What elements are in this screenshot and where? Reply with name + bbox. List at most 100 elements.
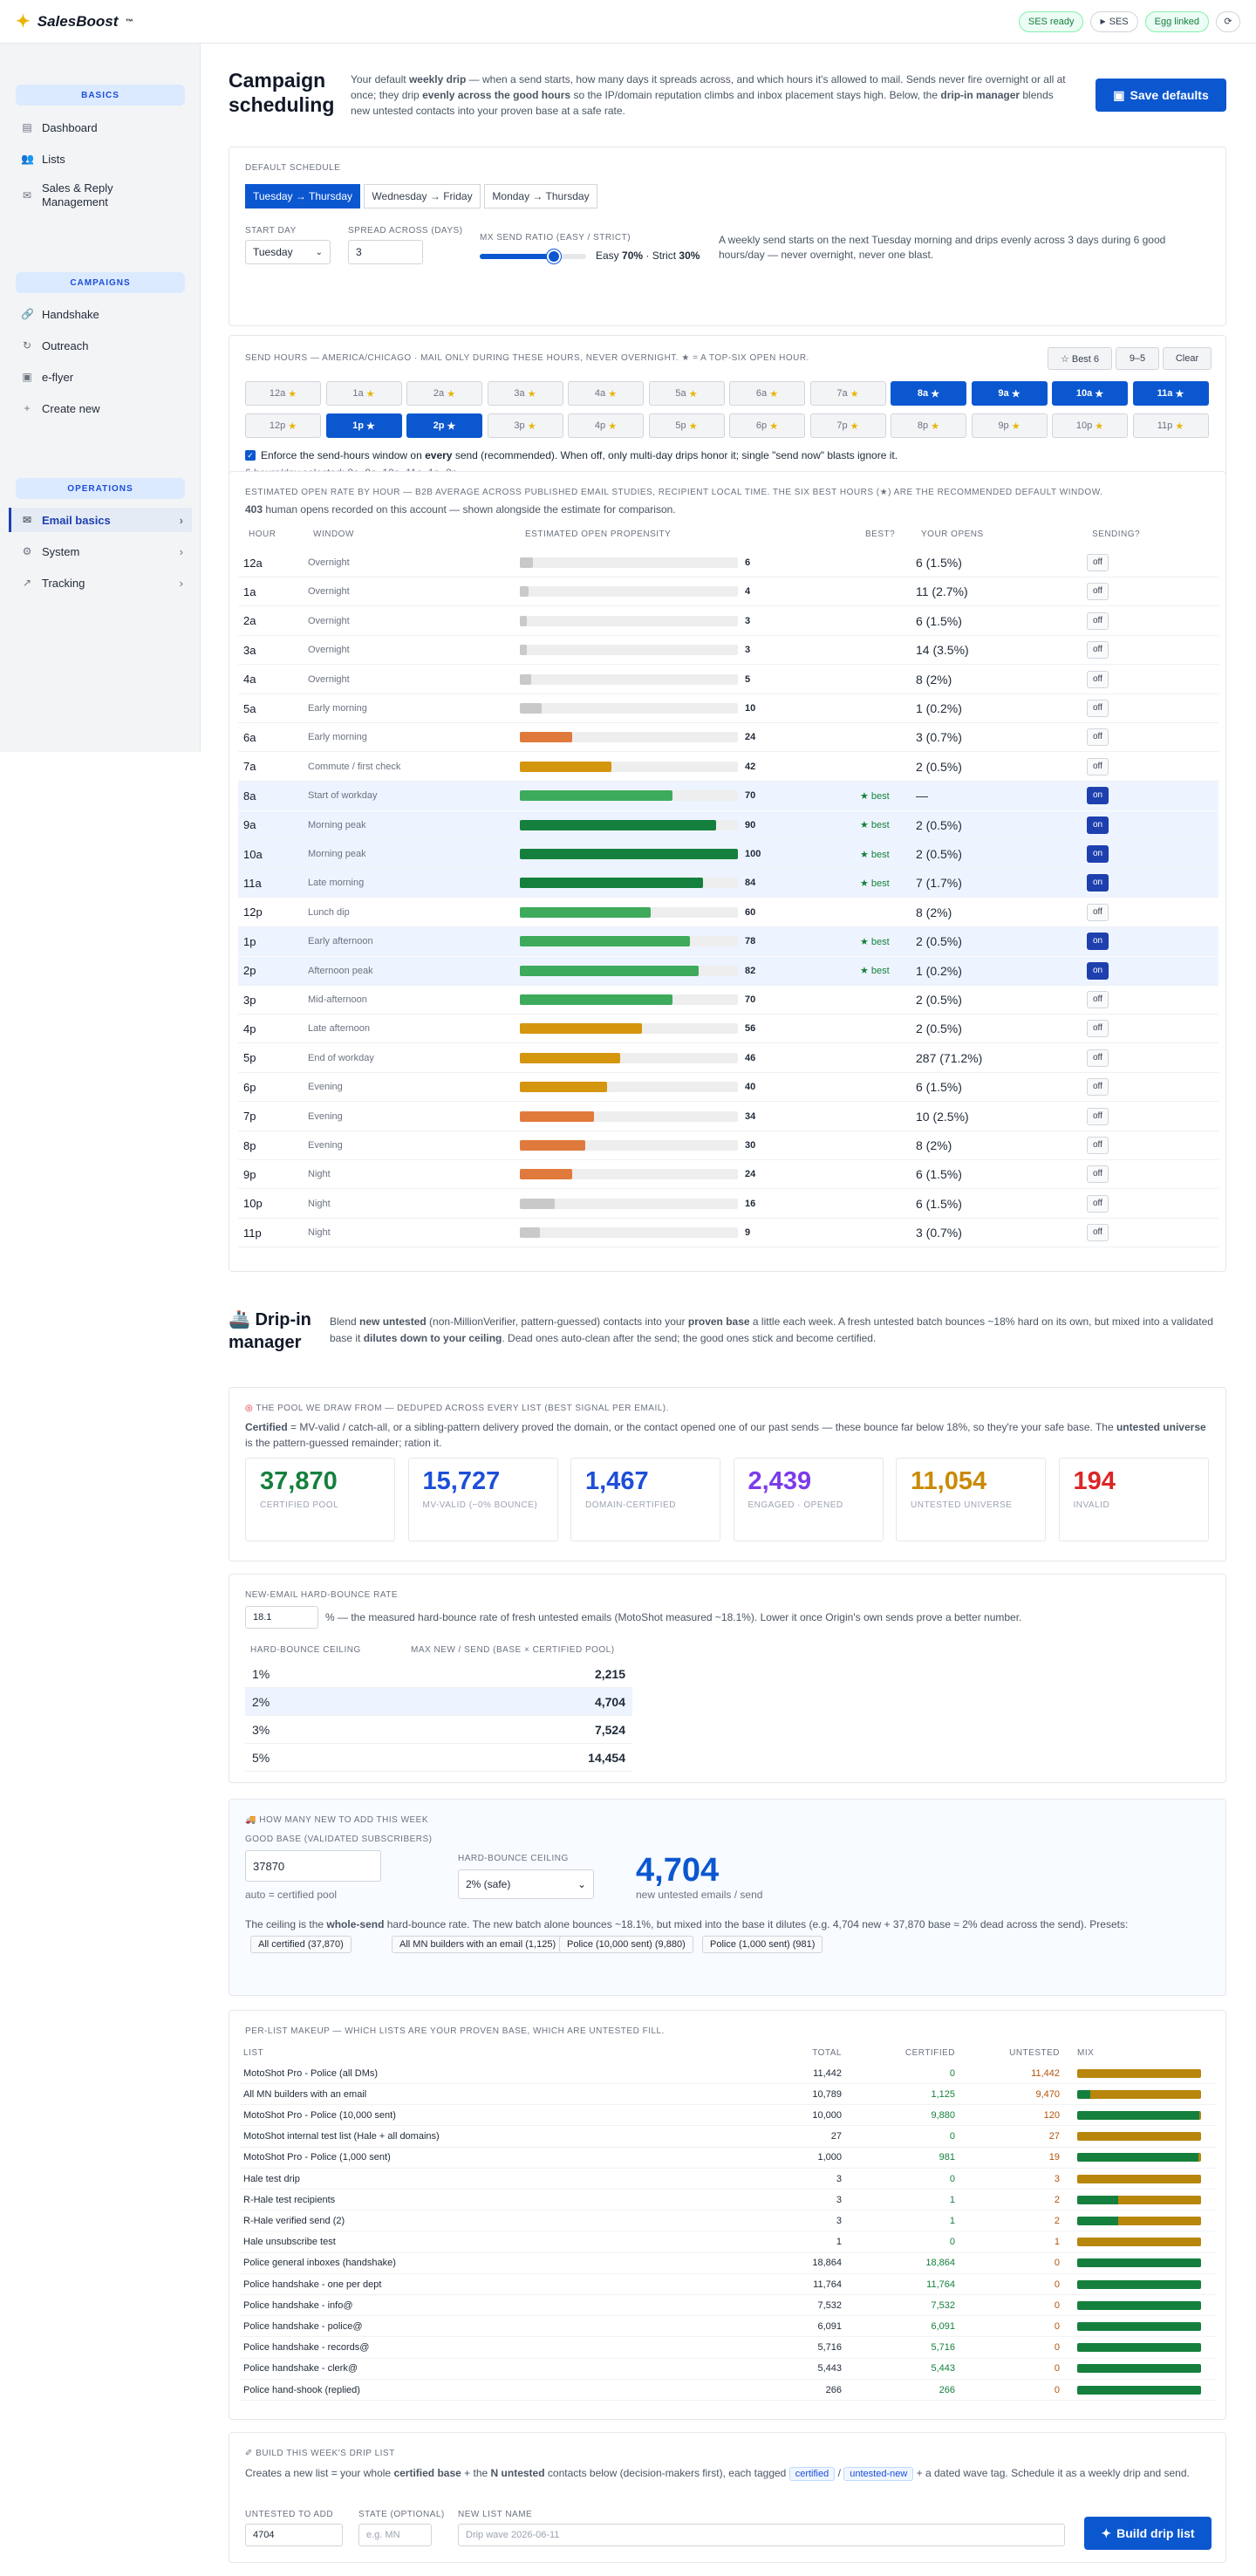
hour-toggle-8a[interactable]: 8a ★ (891, 381, 966, 406)
brand[interactable]: ✦ SalesBoost ™ (16, 12, 133, 31)
flyer-icon: ▣ (22, 371, 32, 383)
hour-toggle-9a[interactable]: 9a ★ (971, 381, 1048, 406)
sending-toggle[interactable]: off (1087, 583, 1109, 601)
nine-to-five-button[interactable]: 9–5 (1116, 347, 1159, 370)
hour-toggle-2p[interactable]: 2p ★ (406, 413, 482, 438)
tab-mon-thu[interactable]: Monday → Thursday (484, 184, 597, 208)
hour-cell: 5a (243, 701, 256, 715)
preset-police-1000[interactable]: Police (1,000 sent) (981) (702, 1936, 823, 1953)
hour-cell: 2p (243, 964, 256, 978)
sending-toggle[interactable]: off (1087, 1049, 1109, 1067)
bounce-rate-input[interactable]: 18.1 (245, 1606, 318, 1629)
sidebar-item-system[interactable]: ⚙ System › (22, 544, 183, 558)
sending-toggle[interactable]: off (1087, 1020, 1109, 1038)
sending-toggle[interactable]: off (1087, 903, 1109, 921)
sending-toggle[interactable]: off (1087, 1224, 1109, 1242)
hour-toggle-5a[interactable]: 5a ★ (648, 381, 725, 406)
sidebar-item-lists[interactable]: 👥 Lists (21, 152, 65, 166)
sidebar-item-handshake[interactable]: 🔗 Handshake (21, 307, 99, 321)
sending-toggle[interactable]: off (1087, 1137, 1109, 1154)
preset-mn-builders[interactable]: All MN builders with an email (1,125) (392, 1936, 564, 1953)
star-icon: ★ (608, 388, 618, 400)
star-icon: ★ (447, 420, 456, 432)
sending-toggle[interactable]: off (1087, 554, 1109, 571)
hour-toggle-3p[interactable]: 3p ★ (487, 413, 563, 438)
sending-toggle[interactable]: off (1087, 1165, 1109, 1184)
hour-toggle-4a[interactable]: 4a ★ (568, 381, 644, 406)
hour-toggle-9p[interactable]: 9p ★ (971, 413, 1048, 438)
build-drip-list-button[interactable]: ✦ Build drip list (1084, 2517, 1212, 2550)
mix-certified (1077, 2300, 1201, 2310)
state-input[interactable]: e.g. MN (358, 2524, 432, 2546)
hour-toggle-1a[interactable]: 1a ★ (325, 381, 402, 406)
save-defaults-button[interactable]: ▣ Save defaults (1096, 79, 1226, 112)
preset-all-certified[interactable]: All certified (37,870) (250, 1936, 352, 1953)
tab-tue-thu[interactable]: Tuesday → Thursday (245, 184, 360, 208)
sending-toggle[interactable]: on (1087, 961, 1109, 980)
start-day-label: START DAY (245, 226, 297, 236)
hour-toggle-11p[interactable]: 11p ★ (1132, 413, 1209, 438)
hour-toggle-8p[interactable]: 8p ★ (891, 413, 966, 438)
star-icon: ★ (366, 420, 375, 432)
clear-button[interactable]: Clear (1163, 347, 1212, 370)
hour-toggle-12a[interactable]: 12a ★ (245, 381, 321, 406)
sending-toggle[interactable]: on (1087, 874, 1109, 892)
good-base-input[interactable]: 37870 (245, 1850, 381, 1882)
sending-toggle[interactable]: off (1087, 1194, 1109, 1213)
sidebar-item-eflyer[interactable]: ▣ e-flyer (22, 370, 74, 384)
sidebar-item-tracking[interactable]: ↗ Tracking › (22, 576, 183, 590)
preset-police-10000[interactable]: Police (10,000 sent) (9,880) (559, 1936, 693, 1953)
list-name-cell: R-Hale verified send (2) (243, 2215, 345, 2226)
ses-button[interactable]: ▶ SES (1090, 10, 1138, 32)
sending-toggle[interactable]: on (1087, 787, 1109, 805)
sending-toggle[interactable]: off (1087, 641, 1109, 659)
spread-days-input[interactable]: 3 (348, 240, 423, 264)
hour-toggle-7a[interactable]: 7a ★ (809, 381, 886, 406)
hour-toggle-7p[interactable]: 7p ★ (809, 413, 886, 438)
enforce-checkbox[interactable]: ✓ (245, 450, 256, 461)
list-name-input[interactable]: Drip wave 2026-06-11 (458, 2524, 1065, 2546)
sidebar-item-sales-reply[interactable]: ✉ Sales & Reply Management (22, 181, 113, 208)
hour-toggle-4p[interactable]: 4p ★ (568, 413, 644, 438)
best6-button[interactable]: ☆ Best 6 (1048, 347, 1112, 370)
sending-toggle[interactable]: off (1087, 700, 1109, 717)
sending-toggle[interactable]: off (1087, 612, 1109, 630)
hour-toggle-6p[interactable]: 6p ★ (729, 413, 805, 438)
stat-number: 15,727 (422, 1467, 501, 1495)
hour-toggle-12p[interactable]: 12p ★ (245, 413, 321, 438)
sidebar-item-create-new[interactable]: + Create new (9, 396, 192, 420)
opens-cell: 14 (3.5%) (916, 643, 969, 658)
hour-toggle-6a[interactable]: 6a ★ (729, 381, 805, 406)
sending-toggle[interactable]: on (1087, 816, 1109, 834)
sending-toggle[interactable]: off (1087, 991, 1109, 1008)
list-name-cell: Police general inboxes (handshake) (243, 2258, 396, 2269)
sidebar-item-email-basics[interactable]: ✉ Email basics › (9, 508, 192, 532)
sending-toggle[interactable]: on (1087, 845, 1109, 863)
hour-toggle-3a[interactable]: 3a ★ (487, 381, 563, 406)
ceiling-select[interactable]: 2% (safe) ⌄ (458, 1869, 594, 1899)
mix-bar (1077, 2132, 1201, 2142)
sending-toggle[interactable]: off (1087, 1078, 1109, 1097)
mix-untested (1199, 2110, 1201, 2120)
untested-to-add-input[interactable]: 4704 (245, 2524, 343, 2546)
mx-slider-knob[interactable] (547, 249, 562, 263)
sending-toggle[interactable]: off (1087, 757, 1109, 776)
hour-toggle-2a[interactable]: 2a ★ (406, 381, 482, 406)
hour-toggle-5p[interactable]: 5p ★ (648, 413, 725, 438)
sidebar-item-outreach[interactable]: ↻ Outreach (22, 338, 89, 352)
top-bar: ✦ SalesBoost ™ SES ready ▶ SES Egg linked … (0, 0, 1256, 44)
sending-toggle[interactable]: off (1087, 1107, 1109, 1125)
start-day-select[interactable]: Tuesday ⌄ (245, 240, 331, 264)
gear-icon: ⚙ (22, 545, 32, 557)
hour-toggle-10a[interactable]: 10a ★ (1052, 381, 1128, 406)
sending-toggle[interactable]: off (1087, 728, 1109, 747)
refresh-icon[interactable]: ⟳ (1216, 10, 1240, 32)
sending-toggle[interactable]: off (1087, 670, 1109, 688)
sending-toggle[interactable]: on (1087, 933, 1109, 951)
hour-toggle-1p[interactable]: 1p ★ (325, 413, 402, 438)
sidebar-item-dashboard[interactable]: ▤ Dashboard (22, 120, 98, 134)
hour-toggle-11a[interactable]: 11a ★ (1132, 381, 1209, 406)
mx-ratio-slider[interactable] (480, 249, 586, 263)
tab-wed-fri[interactable]: Wednesday → Friday (364, 184, 481, 208)
hour-toggle-10p[interactable]: 10p ★ (1052, 413, 1128, 438)
